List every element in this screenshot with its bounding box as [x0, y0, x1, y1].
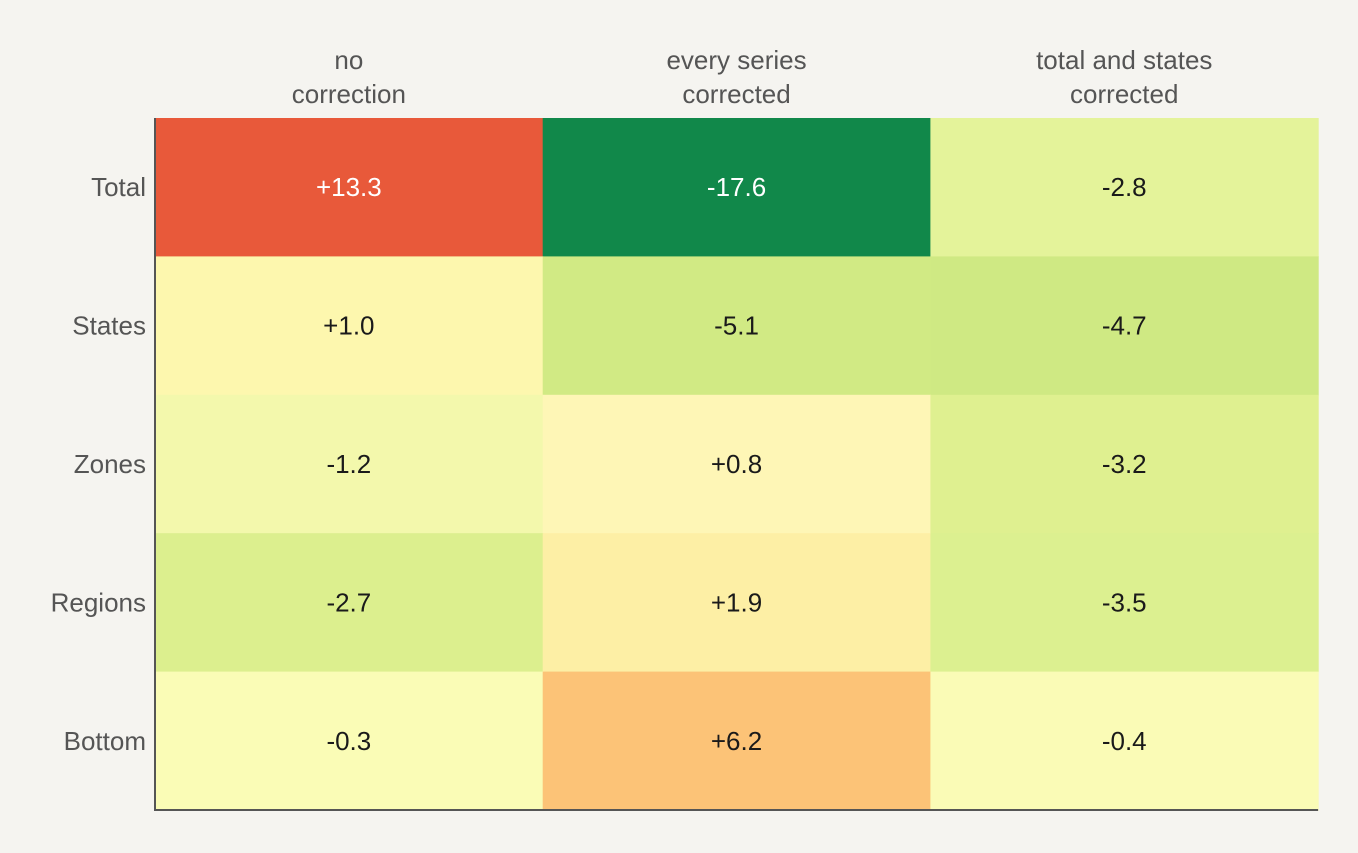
heatmap-cell	[155, 118, 544, 257]
column-label: corrected	[682, 79, 790, 109]
cell-value-label: -4.7	[1102, 311, 1147, 341]
row-label: States	[72, 311, 146, 341]
cell-value-label: -5.1	[714, 311, 759, 341]
heatmap-cells: +13.3 -17.6 -2.8 +1.0 -5.1 -4.7 -1.2 +0.8 -3.2 -2…	[155, 118, 1319, 811]
heatmap-cell	[930, 533, 1319, 673]
heatmap-cell	[930, 394, 1319, 534]
cell-value-label: -3.5	[1102, 587, 1147, 617]
heatmap-cell	[155, 671, 544, 811]
cell-value-label: -1.2	[326, 449, 371, 479]
column-label: correction	[292, 79, 406, 109]
column-label: every series	[666, 45, 806, 75]
column-label: corrected	[1070, 79, 1178, 109]
cell-value-label: +13.3	[316, 172, 382, 202]
cell-value-label: -0.4	[1102, 726, 1147, 756]
cell-value-label: -2.7	[326, 587, 371, 617]
heatmap-cell	[542, 533, 931, 673]
heatmap-cell	[155, 256, 544, 396]
cell-value-label: -2.8	[1102, 172, 1147, 202]
cell-value-label: +1.0	[323, 311, 374, 341]
cell-value-label: -0.3	[326, 726, 371, 756]
cell-value-label: +6.2	[711, 726, 762, 756]
row-label: Bottom	[64, 726, 146, 756]
heatmap-cell	[542, 671, 931, 811]
heatmap-cell	[930, 256, 1319, 396]
heatmap-cell	[930, 118, 1319, 257]
column-label: total and states	[1036, 45, 1212, 75]
heatmap-cell	[155, 394, 544, 534]
column-label: no	[334, 45, 363, 75]
row-label: Zones	[74, 449, 146, 479]
heatmap-cell	[542, 394, 931, 534]
heatmap-cell	[930, 671, 1319, 811]
heatmap-cell	[155, 533, 544, 673]
heatmap-cell	[542, 118, 931, 257]
cell-value-label: +1.9	[711, 587, 762, 617]
cell-value-label: +0.8	[711, 449, 762, 479]
cell-value-label: -17.6	[707, 172, 766, 202]
heatmap-cell	[542, 256, 931, 396]
row-label: Total	[91, 172, 146, 202]
row-label: Regions	[51, 587, 146, 617]
cell-value-label: -3.2	[1102, 449, 1147, 479]
